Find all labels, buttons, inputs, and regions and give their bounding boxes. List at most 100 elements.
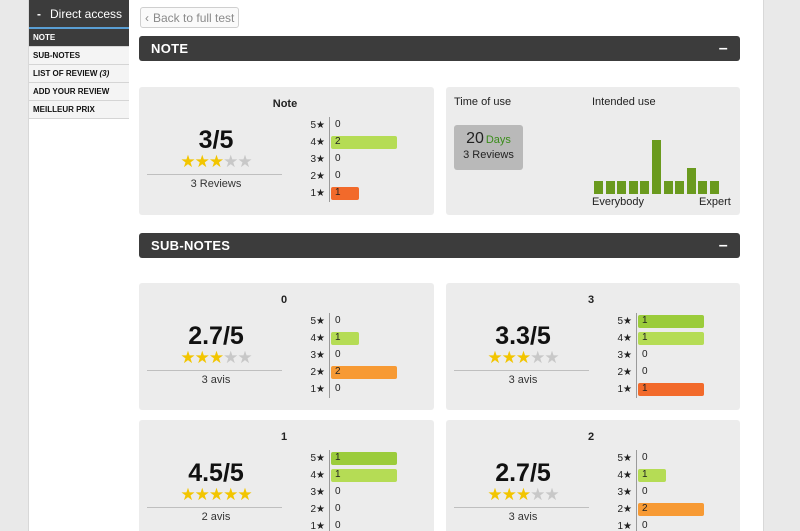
sub-note-title: 2 [587,431,595,443]
distribution-row: 3★ 0 [307,484,427,501]
divider [147,174,282,175]
direct-access-header[interactable]: - Direct access [29,0,129,29]
collapse-icon[interactable]: – [718,39,728,57]
distribution-axis [636,484,637,501]
distribution-count: 0 [335,520,341,531]
star-filled-icon: ★ [180,348,195,367]
sub-note-title: 3 [587,294,595,306]
star-empty-icon: ★ [544,485,559,504]
star-level-label: 2★ [617,367,632,378]
distribution-row: 2★ 0 [307,501,427,518]
review-count: 3 avis [201,374,231,386]
star-filled-icon: ★ [194,348,210,367]
sidebar-item-label: SUB-NOTES [33,51,81,60]
star-filled-icon: ★ [237,485,252,504]
star-level-label: 1★ [310,384,325,395]
sub-note-score: 4.5/5 [188,459,244,487]
intended-use-bar [640,181,649,194]
collapse-icon[interactable]: - [37,6,41,21]
note-title: Note [272,98,298,110]
star-rating: ★★★★★ [477,486,569,503]
intended-use-right-label: Expert [699,196,731,208]
star-level-label: 4★ [310,470,325,481]
sidebar-item-sub-notes[interactable]: SUB-NOTES [29,47,129,65]
sub-note-score: 2.7/5 [188,322,244,350]
distribution-axis [329,381,330,398]
time-of-use-reviews: 3 Reviews [463,149,514,161]
star-level-label: 5★ [310,453,325,464]
distribution-row: 1★ 0 [307,518,427,531]
sidebar-item-add-your-review[interactable]: ADD YOUR REVIEW [29,83,129,101]
star-filled-icon: ★ [194,152,210,171]
distribution-count: 1 [335,452,341,463]
star-level-label: 4★ [617,470,632,481]
sidebar-item-label: ADD YOUR REVIEW [33,87,110,96]
distribution-count: 1 [642,469,648,480]
distribution-row: 2★ 0 [614,364,734,381]
distribution-row: 2★ 0 [307,168,427,185]
distribution-row: 3★ 0 [614,347,734,364]
chevron-left-icon: ‹ [145,10,149,25]
distribution-axis [329,501,330,518]
distribution-count: 0 [642,486,648,497]
distribution-axis [329,185,330,202]
distribution-count: 1 [335,469,341,480]
distribution-count: 0 [642,349,648,360]
star-level-label: 2★ [617,504,632,515]
star-level-label: 5★ [310,316,325,327]
distribution-count: 1 [642,315,648,326]
distribution-count: 0 [335,349,341,360]
star-rating: ★★★★★ [170,153,262,170]
star-filled-icon: ★ [180,485,195,504]
distribution-count: 0 [335,503,341,514]
star-level-label: 2★ [310,171,325,182]
star-level-label: 5★ [617,316,632,327]
star-empty-icon: ★ [223,152,238,171]
distribution-row: 3★ 0 [307,151,427,168]
distribution-count: 1 [335,187,341,198]
star-filled-icon: ★ [180,152,195,171]
distribution-bar [331,452,397,465]
sidebar-item-note[interactable]: NOTE [29,29,129,47]
distribution-row: 5★ 0 [307,117,427,134]
distribution-axis [636,518,637,531]
distribution-count: 2 [335,136,341,147]
intended-use-bar [606,181,615,194]
distribution-row: 4★ 1 [614,467,734,484]
star-level-label: 3★ [310,154,325,165]
review-count: 3 avis [508,374,538,386]
distribution-row: 1★ 0 [307,381,427,398]
rating-distribution: 5★ 0 4★ 1 3★ 0 2★ 2 1★ 0 [307,313,427,398]
sub-notes-section-header[interactable]: SUB-NOTES – [139,233,740,258]
distribution-count: 1 [642,332,648,343]
star-level-label: 1★ [617,521,632,531]
star-rating: ★★★★★ [170,349,262,366]
sub-note-title: 0 [280,294,288,306]
distribution-axis [636,450,637,467]
distribution-count: 0 [642,452,648,463]
time-of-use-box: 20 Days 3 Reviews [454,125,523,170]
divider [454,507,589,508]
distribution-count: 0 [335,383,341,394]
intended-use-bar [664,181,673,194]
note-card [139,87,434,215]
distribution-row: 4★ 1 [307,330,427,347]
sidebar-item-list-of-review[interactable]: LIST OF REVIEW (3) [29,65,129,83]
collapse-icon[interactable]: – [718,236,728,254]
days-unit: Days [485,134,511,146]
intended-use-bar [698,181,707,194]
intended-use-bar [675,181,684,194]
distribution-count: 1 [335,332,341,343]
star-level-label: 1★ [310,188,325,199]
distribution-row: 5★ 0 [614,450,734,467]
time-of-use-label: Time of use [454,96,512,108]
distribution-count: 1 [642,383,648,394]
time-of-use-value: 20 Days [454,125,523,148]
back-to-full-test-button[interactable]: ‹ Back to full test [140,7,240,28]
distribution-count: 2 [335,366,341,377]
review-count: 2 avis [201,511,231,523]
divider [147,507,282,508]
sidebar-item-meilleur-prix[interactable]: MEILLEUR PRIX [29,101,129,119]
distribution-bar [638,315,704,328]
note-section-header[interactable]: NOTE – [139,36,740,61]
